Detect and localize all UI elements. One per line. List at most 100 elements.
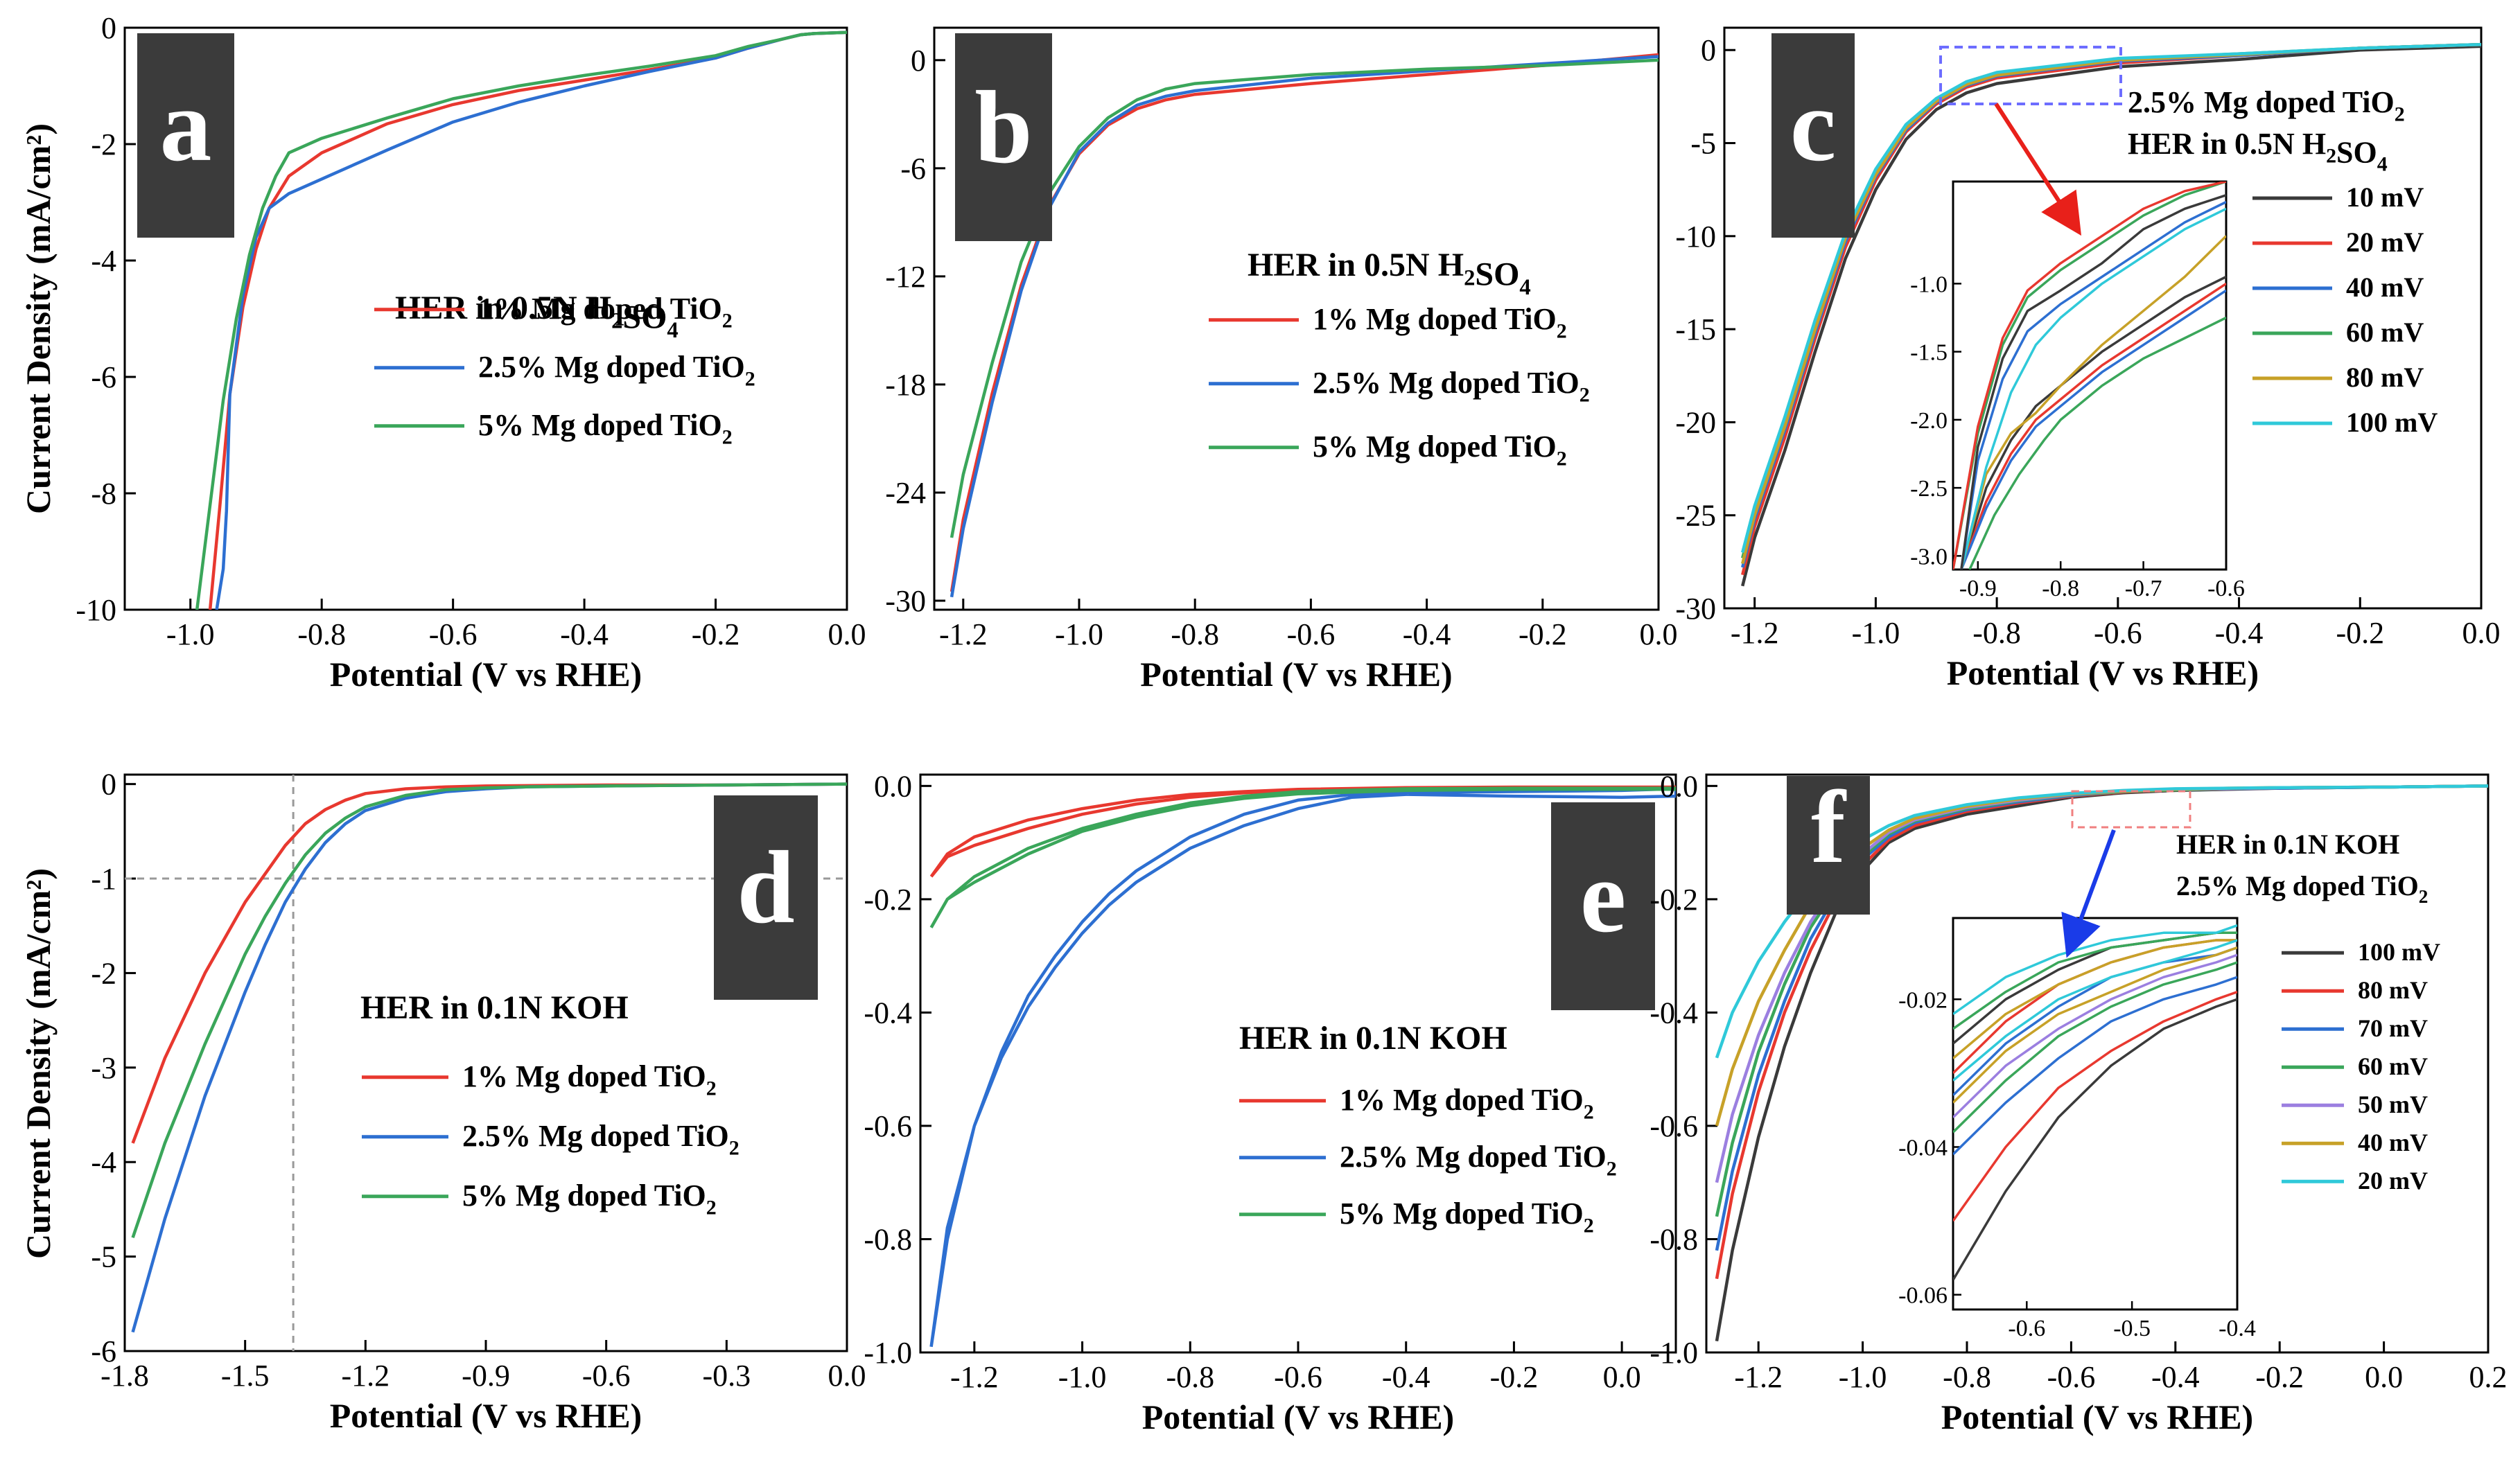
x-tick-label: 0.0 bbox=[2462, 616, 2501, 650]
series-line bbox=[1741, 42, 2481, 553]
y-tick-label: -1.0 bbox=[864, 1336, 912, 1370]
panel-letter: f bbox=[1811, 770, 1847, 885]
x-tick-label: -0.4 bbox=[1403, 617, 1451, 651]
series-line bbox=[950, 53, 1659, 592]
y-tick-label: -3 bbox=[91, 1051, 116, 1085]
inset-y-tick-label: -3.0 bbox=[1910, 544, 1948, 570]
inset-series-line bbox=[1953, 182, 2226, 570]
y-tick-label: -24 bbox=[885, 476, 926, 510]
legend-label: 2.5% Mg doped TiO2 bbox=[462, 1119, 740, 1159]
inset-series-line bbox=[1953, 939, 2237, 1059]
x-tick-label: -1.0 bbox=[1839, 1360, 1887, 1394]
legend-label: 70 mV bbox=[2358, 1014, 2428, 1042]
panel-c: -1.2 -1.0 -0.8 -0.6 -0.4 -0.2 0.0 0 -5 -10 -15 -20 -… bbox=[1675, 26, 2501, 692]
inset: -0.9 -0.8 -0.7 -0.6 -1.0 -1.5 -2.0 -2.5 -3.0 bbox=[1910, 180, 2245, 601]
x-tick-label: -0.6 bbox=[2047, 1360, 2096, 1394]
panel-letter-box bbox=[955, 33, 1052, 241]
y-tick-label: -0.4 bbox=[1650, 996, 1698, 1030]
series-line bbox=[950, 55, 1659, 598]
panel-a: -1.0 -0.8 -0.6 -0.4 -0.2 0.0 0 -2 -4 -6 -8 -10 Poten… bbox=[19, 11, 866, 694]
y-tick-label: -4 bbox=[91, 244, 116, 278]
y-tick-label: -15 bbox=[1675, 312, 1716, 346]
zoom-arrow-c bbox=[1994, 103, 2082, 236]
inset-y-tick-label: -2.0 bbox=[1910, 408, 1948, 434]
inset-x-tick-label: -0.5 bbox=[2113, 1316, 2151, 1341]
legend: HER in 0.1N KOH 1% Mg doped TiO2 2.5% Mg d… bbox=[360, 989, 740, 1219]
x-tick-label: 0.0 bbox=[828, 1359, 866, 1393]
inset-series-line bbox=[1953, 924, 2237, 1016]
inset-series-line bbox=[1953, 946, 2237, 1104]
inset-series-line bbox=[1953, 976, 2237, 1156]
panel-e: -1.2 -1.0 -0.8 -0.6 -0.4 -0.2 0.0 0.0 -0.2 -0.4 -0… bbox=[864, 769, 1677, 1436]
panel-letter: d bbox=[737, 830, 794, 945]
inset-series-line bbox=[1953, 953, 2237, 1119]
x-tick-label: -1.2 bbox=[342, 1359, 390, 1393]
y-tick-label: 0 bbox=[1701, 33, 1716, 67]
y-tick-label: -0.2 bbox=[864, 883, 912, 917]
legend-label: 5% Mg doped TiO2 bbox=[478, 408, 733, 448]
x-tick-label: -0.9 bbox=[462, 1359, 510, 1393]
series-line bbox=[1741, 44, 2481, 587]
y-tick-label: -5 bbox=[1690, 127, 1716, 161]
x-tick-label: -0.6 bbox=[582, 1359, 631, 1393]
y-tick-label: 0 bbox=[101, 768, 116, 802]
x-tick-label: -1.2 bbox=[1731, 616, 1779, 650]
legend: HER in 0.1N KOH 1% Mg doped TiO2 2.5% Mg d… bbox=[1239, 1020, 1617, 1237]
panel-letter: e bbox=[1580, 839, 1627, 954]
x-axis-title: Potential (V vs RHE) bbox=[1947, 653, 2259, 692]
series-group bbox=[929, 785, 1676, 1348]
y-tick-label: -20 bbox=[1675, 405, 1716, 439]
y-tick-label: -10 bbox=[1675, 220, 1716, 254]
y-tick-label: -4 bbox=[91, 1145, 116, 1179]
panel-letter: a bbox=[160, 68, 212, 183]
y-axis-title: Current Density (mA/cm²) bbox=[19, 123, 58, 514]
x-tick-label: -0.4 bbox=[2215, 616, 2264, 650]
panel-letter-box bbox=[714, 795, 818, 1000]
inset-y-tick-label: -1.5 bbox=[1910, 340, 1948, 366]
x-axis-title: Potential (V vs RHE) bbox=[1140, 655, 1452, 694]
x-axis-title: Potential (V vs RHE) bbox=[1142, 1397, 1454, 1436]
legend-label: 80 mV bbox=[2358, 976, 2428, 1004]
y-tick-label: 0 bbox=[911, 44, 926, 78]
annotations bbox=[1939, 46, 2191, 958]
x-tick-label: -1.2 bbox=[950, 1360, 999, 1394]
y-tick-label: -6 bbox=[900, 152, 926, 186]
inset-series-line bbox=[1953, 961, 2237, 1134]
inset-series-line bbox=[1953, 939, 2237, 1082]
inset-series-line bbox=[1960, 235, 2226, 570]
legend-label: 5% Mg doped TiO2 bbox=[1313, 430, 1567, 470]
panel-letter: c bbox=[1790, 68, 1837, 183]
legend-label: 50 mV bbox=[2358, 1091, 2428, 1118]
legend-title: HER in 0.1N KOH bbox=[360, 989, 629, 1026]
x-tick-label: -0.3 bbox=[703, 1359, 751, 1393]
y-tick-label: -2 bbox=[91, 956, 116, 990]
x-tick-label: -0.6 bbox=[2094, 616, 2142, 650]
inset-series-line bbox=[1953, 182, 2226, 570]
inset-series-line bbox=[1960, 200, 2226, 570]
legend-title: 2.5% Mg doped TiO2 bbox=[2176, 870, 2428, 907]
x-tick-label: -1.5 bbox=[221, 1359, 270, 1393]
legend-label: 5% Mg doped TiO2 bbox=[462, 1179, 717, 1219]
inset-series-line bbox=[1968, 316, 2226, 570]
inset-series-line bbox=[1953, 998, 2237, 1281]
x-tick-label: -1.0 bbox=[1852, 616, 1900, 650]
inset-y-tick-label: -1.0 bbox=[1910, 272, 1948, 297]
legend-label: 10 mV bbox=[2346, 182, 2424, 213]
y-tick-label: 0.0 bbox=[874, 769, 912, 803]
x-tick-label: -0.8 bbox=[1972, 616, 2021, 650]
y-tick-label: 0.0 bbox=[1660, 769, 1698, 803]
x-tick-label: -1.0 bbox=[166, 617, 215, 651]
series-line bbox=[1715, 784, 2488, 1059]
series-line bbox=[929, 787, 1676, 1348]
legend-label: 2.5% Mg doped TiO2 bbox=[478, 350, 755, 390]
x-tick-label: 0.0 bbox=[828, 617, 866, 651]
y-tick-label: -0.4 bbox=[864, 996, 912, 1030]
y-tick-label: -0.8 bbox=[1650, 1222, 1698, 1256]
legend-label: 100 mV bbox=[2358, 938, 2440, 966]
inset: -0.6 -0.5 -0.4 -0.02 -0.04 -0.06 bbox=[1898, 917, 2256, 1341]
legend-label: 60 mV bbox=[2358, 1052, 2428, 1080]
